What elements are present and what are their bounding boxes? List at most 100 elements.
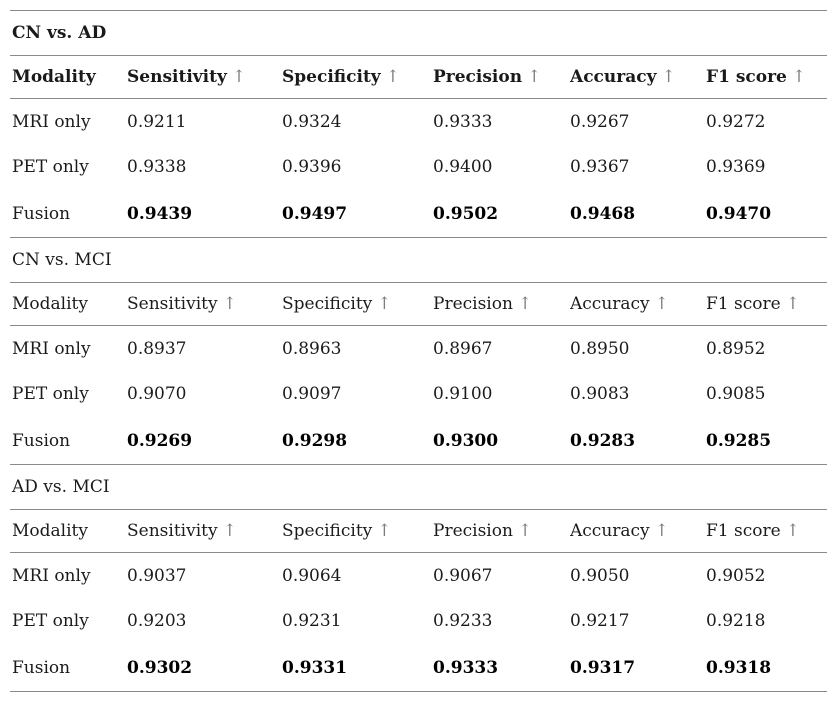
modality-cell: MRI only [12,111,91,132]
column-header-row: Modality Sensitivity ↑ Specificity ↑ Preci… [10,508,827,552]
sensitivity-value: 0.9037 [127,565,187,586]
f1-score-value: 0.9272 [706,111,766,132]
column-header-specificity: Specificity ↑ [282,520,392,541]
up-arrow-icon: ↑ [661,67,676,87]
up-arrow-icon: ↑ [654,520,669,541]
table-row-pet-only: PET only 0.9203 0.9231 0.9233 0.9217 0.9… [10,598,827,644]
specificity-value: 0.8963 [282,338,342,359]
modality-cell: PET only [12,611,89,632]
accuracy-value: 0.8950 [570,338,630,359]
precision-value: 0.8967 [433,338,493,359]
column-header-modality: Modality [12,520,88,541]
f1-score-value: 0.9318 [706,657,772,678]
table-section-ad-vs-mci: AD vs. MCI Modality Sensitivity ↑ Specifi… [10,463,827,691]
accuracy-value: 0.9468 [570,203,636,224]
sensitivity-value: 0.9070 [127,384,187,405]
sensitivity-value: 0.9302 [127,657,193,678]
sensitivity-value: 0.9338 [127,157,187,178]
accuracy-value: 0.9283 [570,430,636,451]
accuracy-value: 0.9083 [570,384,630,405]
modality-cell: PET only [12,384,89,405]
column-header-specificity: Specificity ↑ [282,293,392,314]
precision-value: 0.9300 [433,430,499,451]
table-section-cn-vs-ad: CN vs. AD Modality Sensitivity ↑ Specific… [10,10,827,237]
precision-value: 0.9333 [433,111,493,132]
up-arrow-icon: ↑ [654,293,669,314]
table-bottom-rule [10,690,827,692]
up-arrow-icon: ↑ [222,293,237,314]
table-row-pet-only: PET only 0.9338 0.9396 0.9400 0.9367 0.9… [10,144,827,190]
f1-score-value: 0.9369 [706,157,766,178]
column-header-row: Modality Sensitivity ↑ Specificity ↑ Preci… [10,281,827,325]
up-arrow-icon: ↑ [791,67,807,87]
column-header-f1-score: F1 score ↑ [706,520,800,541]
column-header-precision: Precision ↑ [433,67,542,87]
f1-score-value: 0.8952 [706,338,766,359]
accuracy-value: 0.9367 [570,157,630,178]
results-table: CN vs. AD Modality Sensitivity ↑ Specific… [10,10,827,692]
column-header-accuracy: Accuracy ↑ [570,293,669,314]
table-row-mri-only: MRI only 0.9037 0.9064 0.9067 0.9050 0.9… [10,551,827,598]
sensitivity-value: 0.9211 [127,111,187,132]
column-header-accuracy: Accuracy ↑ [570,67,676,87]
sensitivity-value: 0.9269 [127,430,193,451]
up-arrow-icon: ↑ [785,520,800,541]
sensitivity-value: 0.9203 [127,611,187,632]
up-arrow-icon: ↑ [517,520,533,541]
column-header-modality: Modality [12,293,88,314]
column-header-precision: Precision ↑ [433,293,533,314]
f1-score-value: 0.9085 [706,384,766,405]
precision-value: 0.9233 [433,611,493,632]
up-arrow-icon: ↑ [231,67,247,87]
table-section-cn-vs-mci: CN vs. MCI Modality Sensitivity ↑ Specifi… [10,236,827,464]
accuracy-value: 0.9317 [570,657,636,678]
column-header-precision: Precision ↑ [433,520,533,541]
up-arrow-icon: ↑ [527,67,542,87]
modality-cell: MRI only [12,565,91,586]
column-header-specificity: Specificity ↑ [282,67,400,87]
column-header-sensitivity: Sensitivity ↑ [127,67,247,87]
up-arrow-icon: ↑ [222,520,237,541]
f1-score-value: 0.9470 [706,203,772,224]
column-header-modality: Modality [12,67,96,87]
up-arrow-icon: ↑ [517,293,533,314]
modality-cell: Fusion [12,657,71,678]
precision-value: 0.9400 [433,157,493,178]
precision-value: 0.9502 [433,203,499,224]
accuracy-value: 0.9050 [570,565,630,586]
section-title-row: CN vs. AD [10,10,827,55]
specificity-value: 0.9324 [282,111,342,132]
precision-value: 0.9100 [433,384,493,405]
specificity-value: 0.9396 [282,157,342,178]
modality-cell: MRI only [12,338,91,359]
section-title-row: AD vs. MCI [10,463,827,509]
specificity-value: 0.9064 [282,565,342,586]
up-arrow-icon: ↑ [377,293,392,314]
modality-cell: Fusion [12,430,71,451]
table-row-fusion: Fusion 0.9439 0.9497 0.9502 0.9468 0.947… [10,191,827,237]
column-header-row: Modality Sensitivity ↑ Specificity ↑ Preci… [10,55,827,98]
table-row-fusion: Fusion 0.9269 0.9298 0.9300 0.9283 0.928… [10,418,827,464]
precision-value: 0.9067 [433,565,493,586]
table-row-fusion: Fusion 0.9302 0.9331 0.9333 0.9317 0.931… [10,645,827,691]
column-header-sensitivity: Sensitivity ↑ [127,293,237,314]
section-title: CN vs. AD [12,23,107,43]
specificity-value: 0.9298 [282,430,348,451]
up-arrow-icon: ↑ [385,67,400,87]
table-row-mri-only: MRI only 0.9211 0.9324 0.9333 0.9267 0.9… [10,98,827,144]
f1-score-value: 0.9052 [706,565,766,586]
accuracy-value: 0.9267 [570,111,630,132]
f1-score-value: 0.9285 [706,430,772,451]
up-arrow-icon: ↑ [377,520,392,541]
f1-score-value: 0.9218 [706,611,766,632]
specificity-value: 0.9097 [282,384,342,405]
specificity-value: 0.9331 [282,657,348,678]
sensitivity-value: 0.8937 [127,338,187,359]
table-row-pet-only: PET only 0.9070 0.9097 0.9100 0.9083 0.9… [10,371,827,417]
column-header-sensitivity: Sensitivity ↑ [127,520,237,541]
up-arrow-icon: ↑ [785,293,800,314]
modality-cell: Fusion [12,203,71,224]
section-title-row: CN vs. MCI [10,236,827,282]
column-header-accuracy: Accuracy ↑ [570,520,669,541]
precision-value: 0.9333 [433,657,499,678]
